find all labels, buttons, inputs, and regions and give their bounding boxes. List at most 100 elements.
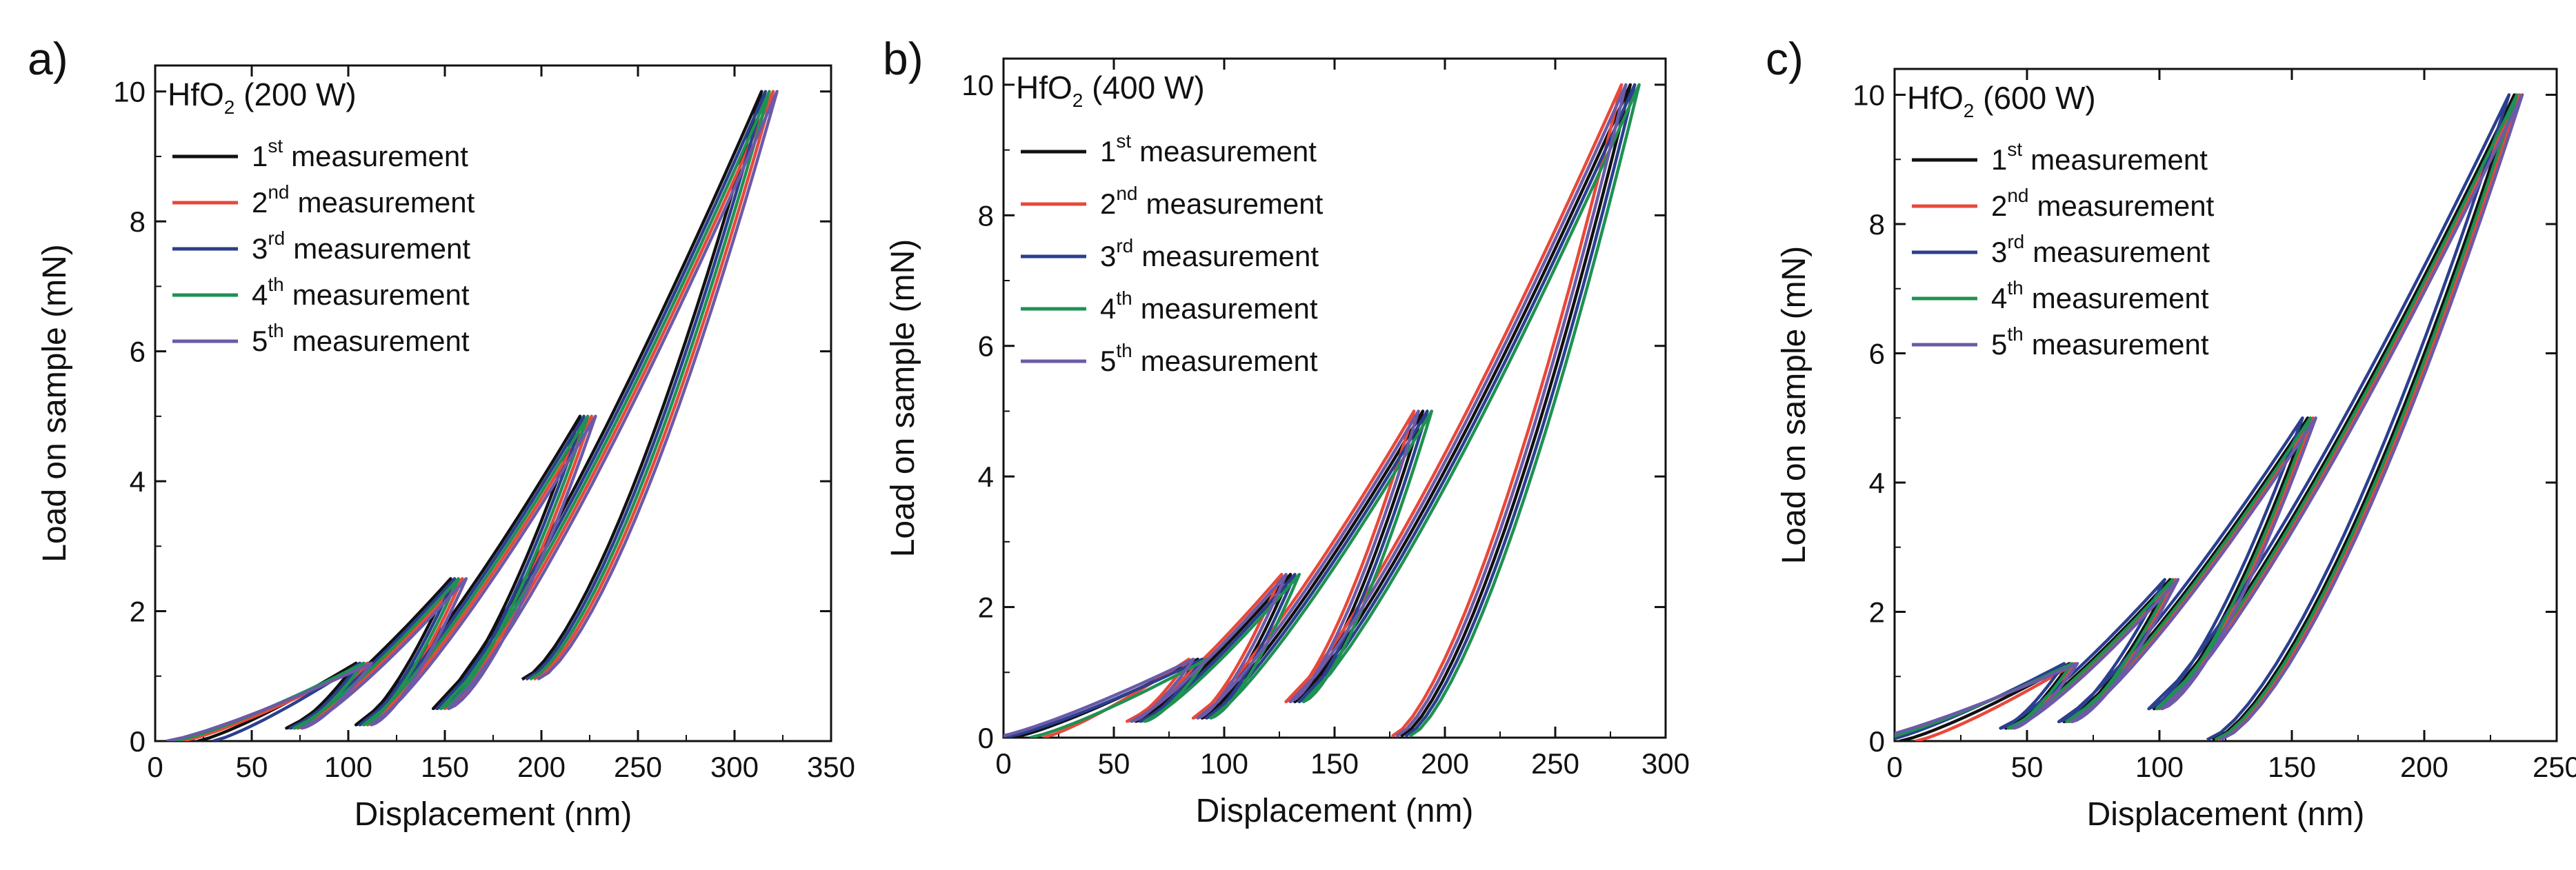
legend-ordinal: 1 [252, 140, 268, 172]
y-tick-label: 6 [130, 336, 146, 368]
y-tick-label: 4 [978, 461, 994, 493]
y-tick-label: 2 [130, 596, 146, 628]
x-tick-label: 150 [1310, 747, 1359, 780]
legend-ordinal: 3 [252, 232, 268, 265]
legend-suffix: rd [1116, 235, 1133, 256]
curves [1895, 93, 2524, 741]
x-axis-title: Displacement (nm) [355, 796, 632, 833]
x-tick-label: 50 [236, 751, 268, 783]
chart-title-subscript: 2 [224, 97, 235, 118]
series-line-5 [1895, 93, 2524, 741]
legend-word: measurement [2033, 236, 2210, 268]
x-tick-label: 100 [324, 751, 372, 783]
panel-b: b) 0 50 100 150 200 250 300 0 2 4 6 8 10 Displacement … [883, 33, 1690, 829]
chart-title: HfO2 (600 W) [1907, 80, 2096, 121]
legend-ordinal: 2 [252, 186, 268, 219]
legend-ordinal: 1 [1991, 143, 2007, 176]
y-tick-label: 0 [978, 722, 994, 754]
legend-ordinal: 5 [1991, 328, 2007, 361]
chart-title-main: HfO [168, 77, 224, 112]
legend-ordinal: 5 [252, 325, 268, 357]
y-tick-label: 2 [978, 591, 994, 624]
series-line-1 [1899, 93, 2516, 741]
legend-entry-4: 4th measurement [1100, 287, 1318, 325]
x-axis-title: Displacement (nm) [1196, 793, 1474, 829]
legend-entry-5: 5th measurement [252, 320, 470, 357]
x-tick-label: 0 [147, 751, 163, 783]
y-tick-label: 10 [113, 76, 146, 108]
x-axis-title: Displacement (nm) [2087, 796, 2365, 833]
y-tick-label: 8 [978, 199, 994, 232]
series-line-4 [1029, 83, 1641, 738]
legend-word: measurement [293, 232, 470, 265]
series-line-2 [1042, 83, 1624, 738]
legend-ordinal: 4 [252, 279, 268, 311]
series-line-4 [174, 90, 771, 741]
legend-suffix: rd [2007, 231, 2024, 252]
legend-entry-1: 1st measurement [252, 135, 468, 172]
y-tick-label: 2 [1869, 596, 1885, 629]
legend-ordinal: 5 [1100, 345, 1116, 377]
legend-suffix: st [1116, 130, 1131, 152]
legend-word: measurement [292, 325, 470, 357]
legend-ordinal: 3 [1991, 236, 2007, 268]
legend-suffix: th [2007, 323, 2023, 345]
legend-suffix: th [2007, 277, 2023, 299]
legend-suffix: th [1116, 340, 1132, 361]
legend-word: measurement [2030, 143, 2208, 176]
legend-word: measurement [2032, 328, 2209, 361]
x-tick-label: 100 [1200, 747, 1248, 780]
legend-ordinal: 2 [1100, 188, 1116, 220]
legend-ordinal: 4 [1991, 282, 2007, 314]
series-line-1 [197, 90, 763, 741]
series-line-3 [212, 90, 768, 741]
series-line-5 [1004, 83, 1628, 738]
chart-title: HfO2 (200 W) [168, 77, 357, 118]
y-tick-label: 10 [961, 69, 994, 101]
chart-title: HfO2 (400 W) [1016, 70, 1205, 111]
legend-entry-3: 3rd measurement [252, 227, 470, 265]
legend-word: measurement [1141, 240, 1319, 272]
chart-title-rest: (400 W) [1083, 70, 1204, 105]
panel-label: b) [883, 33, 923, 84]
legend-entry-4: 4th measurement [1991, 277, 2209, 314]
x-tick-label: 200 [1421, 747, 1469, 780]
legend-word: measurement [1141, 292, 1318, 325]
x-tick-label: 300 [1641, 747, 1690, 780]
x-tick-label: 200 [517, 751, 566, 783]
panel-c: c) 0 50 100 150 200 250 0 2 4 6 8 10 Displacement (nm… [1766, 33, 2576, 833]
x-tick-label: 250 [614, 751, 662, 783]
series-line-3 [1895, 93, 2511, 741]
legend-ordinal: 1 [1100, 135, 1116, 168]
x-tick-label: 350 [807, 751, 855, 783]
series-line-5 [166, 90, 779, 741]
chart-title-main: HfO [1016, 70, 1072, 105]
y-tick-label: 10 [1853, 79, 1885, 112]
series-line-3 [1004, 83, 1637, 738]
panel-a: a) 0 50 100 150 200 250 300 350 0 2 4 6 8 10 Displaceme… [28, 33, 855, 833]
legend-entry-3: 3rd measurement [1100, 235, 1319, 272]
y-tick-label: 8 [130, 205, 146, 238]
y-tick-label: 6 [1869, 338, 1885, 370]
legend-word: measurement [298, 186, 475, 219]
legend-word: measurement [1146, 188, 1324, 220]
x-tick-label: 100 [2135, 751, 2184, 783]
legend-entry-5: 5th measurement [1100, 340, 1318, 377]
panel-label: a) [28, 33, 68, 84]
x-tick-label: 250 [1531, 747, 1579, 780]
y-tick-label: 4 [1869, 467, 1885, 499]
y-tick-label: 4 [130, 465, 146, 498]
x-tick-label: 0 [1886, 751, 1902, 783]
legend-suffix: th [1116, 287, 1132, 309]
x-tick-label: 150 [2268, 751, 2316, 783]
chart-title-subscript: 2 [1964, 100, 1975, 121]
y-axis-title: Load on sample (mN) [37, 244, 73, 563]
curves [166, 90, 779, 741]
y-axis-title: Load on sample (mN) [885, 239, 921, 558]
legend-suffix: th [268, 274, 283, 295]
legend-entry-1: 1st measurement [1991, 139, 2208, 176]
curves [1004, 83, 1641, 738]
series-line-4 [1895, 93, 2519, 741]
legend-suffix: rd [268, 227, 285, 249]
